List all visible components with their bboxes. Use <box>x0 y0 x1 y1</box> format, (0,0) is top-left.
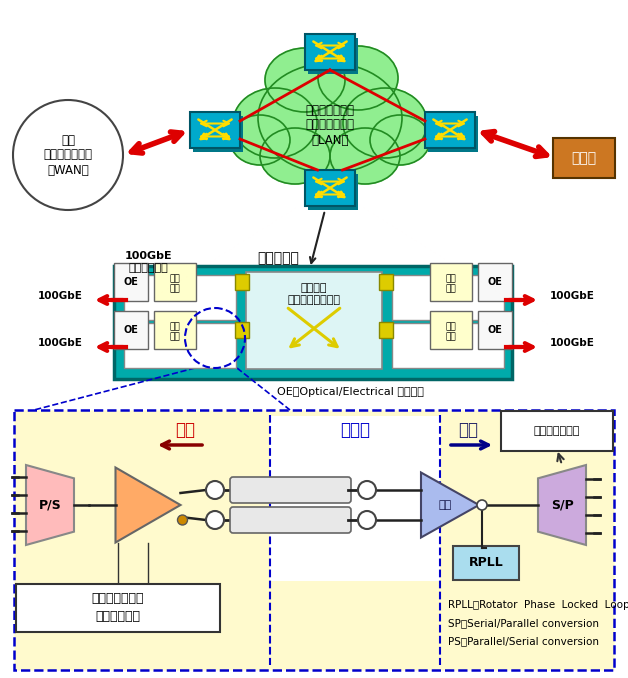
FancyBboxPatch shape <box>193 116 243 152</box>
FancyBboxPatch shape <box>16 584 220 632</box>
Text: 100GbE: 100GbE <box>550 338 595 348</box>
FancyBboxPatch shape <box>379 274 393 290</box>
FancyBboxPatch shape <box>379 322 393 338</box>
Circle shape <box>13 100 123 210</box>
FancyBboxPatch shape <box>430 311 472 349</box>
Text: 広域
ネットワーク網
（WAN）: 広域 ネットワーク網 （WAN） <box>43 134 92 176</box>
FancyBboxPatch shape <box>501 411 613 451</box>
Polygon shape <box>421 473 479 538</box>
Text: 速度: 速度 <box>170 275 180 283</box>
Text: （ルーティング）: （ルーティング） <box>288 295 340 305</box>
Text: 入力: 入力 <box>438 500 452 510</box>
Text: 変換: 変換 <box>446 285 457 294</box>
Text: OE：Optical/Electrical 変換素子: OE：Optical/Electrical 変換素子 <box>276 387 423 397</box>
FancyBboxPatch shape <box>114 266 512 379</box>
Text: 変換: 変換 <box>170 285 180 294</box>
FancyBboxPatch shape <box>305 170 355 206</box>
Text: OE: OE <box>124 277 138 287</box>
Ellipse shape <box>343 88 427 158</box>
Text: スイッチ: スイッチ <box>301 283 327 293</box>
Text: 光モジュール: 光モジュール <box>128 263 168 273</box>
Ellipse shape <box>233 88 317 158</box>
Polygon shape <box>116 468 180 542</box>
Text: 変換: 変換 <box>170 332 180 342</box>
Text: 100GbE: 100GbE <box>38 291 82 301</box>
Polygon shape <box>26 465 74 545</box>
FancyBboxPatch shape <box>235 274 249 290</box>
FancyBboxPatch shape <box>553 138 615 178</box>
FancyBboxPatch shape <box>235 322 249 338</box>
FancyBboxPatch shape <box>154 311 196 349</box>
Polygon shape <box>538 465 586 545</box>
Text: 速度: 速度 <box>170 323 180 332</box>
Text: 速度: 速度 <box>446 275 457 283</box>
Circle shape <box>206 481 224 499</box>
Circle shape <box>477 500 487 510</box>
Text: OE: OE <box>487 325 502 335</box>
Text: OE: OE <box>124 325 138 335</box>
FancyBboxPatch shape <box>114 263 148 301</box>
Text: RPLL：Rotator  Phase  Locked  Loop: RPLL：Rotator Phase Locked Loop <box>448 600 628 610</box>
FancyBboxPatch shape <box>124 275 236 320</box>
Text: ローカルエリヤ
ネットワーク網
（LAN）: ローカルエリヤ ネットワーク網 （LAN） <box>305 104 354 146</box>
Ellipse shape <box>230 115 290 165</box>
Ellipse shape <box>260 128 330 184</box>
FancyBboxPatch shape <box>114 311 148 349</box>
FancyBboxPatch shape <box>453 546 519 580</box>
Text: 併用出力回路: 併用出力回路 <box>95 610 141 622</box>
Text: RPLL: RPLL <box>468 557 504 570</box>
Text: PS：Parallel/Serial conversion: PS：Parallel/Serial conversion <box>448 636 599 646</box>
Ellipse shape <box>318 46 398 110</box>
Text: 100GbE: 100GbE <box>550 291 595 301</box>
Ellipse shape <box>370 115 430 165</box>
FancyBboxPatch shape <box>190 112 240 148</box>
FancyBboxPatch shape <box>230 477 351 503</box>
Text: S/P: S/P <box>551 498 573 511</box>
Circle shape <box>358 511 376 529</box>
Text: 伝送路: 伝送路 <box>340 421 370 439</box>
FancyBboxPatch shape <box>392 275 504 320</box>
Text: P/S: P/S <box>39 498 62 511</box>
FancyBboxPatch shape <box>308 174 358 210</box>
FancyBboxPatch shape <box>478 263 512 301</box>
FancyBboxPatch shape <box>270 416 440 581</box>
Text: ルータ装置: ルータ装置 <box>257 251 299 265</box>
Text: 速度: 速度 <box>446 323 457 332</box>
FancyBboxPatch shape <box>308 38 358 74</box>
FancyBboxPatch shape <box>230 507 351 533</box>
Text: OE: OE <box>487 277 502 287</box>
FancyBboxPatch shape <box>428 116 478 152</box>
FancyBboxPatch shape <box>246 272 382 369</box>
FancyBboxPatch shape <box>305 34 355 70</box>
Text: 100GbE: 100GbE <box>124 251 172 261</box>
Ellipse shape <box>258 63 402 173</box>
Ellipse shape <box>265 48 345 112</box>
Circle shape <box>358 481 376 499</box>
FancyBboxPatch shape <box>425 112 475 148</box>
Text: 送信: 送信 <box>175 421 195 439</box>
Text: 単相位相比較器: 単相位相比較器 <box>534 426 580 436</box>
Text: SP：Serial/Parallel conversion: SP：Serial/Parallel conversion <box>448 618 599 628</box>
Text: 受信: 受信 <box>458 421 478 439</box>
Text: 変換: 変換 <box>446 332 457 342</box>
FancyBboxPatch shape <box>478 311 512 349</box>
Ellipse shape <box>330 128 400 184</box>
Text: 100GbE: 100GbE <box>38 338 82 348</box>
FancyBboxPatch shape <box>124 323 236 368</box>
FancyBboxPatch shape <box>430 263 472 301</box>
Circle shape <box>206 511 224 529</box>
FancyBboxPatch shape <box>392 323 504 368</box>
Text: サーバ: サーバ <box>571 151 597 165</box>
Circle shape <box>178 515 188 525</box>
FancyBboxPatch shape <box>14 410 614 670</box>
FancyBboxPatch shape <box>154 263 196 301</box>
Text: 電圧電流モード: 電圧電流モード <box>92 591 144 605</box>
